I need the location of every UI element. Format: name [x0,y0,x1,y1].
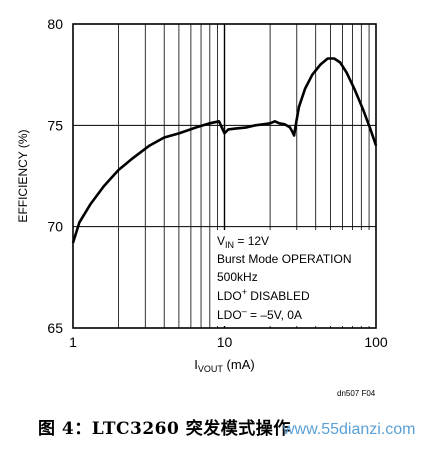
figure-id: dn507 F04 [337,389,376,398]
x-tick-label: 10 [217,334,233,350]
x-axis-label-sub: VOUT [198,364,224,374]
annotation-box-bg [213,230,375,326]
efficiency-curve [71,57,378,244]
figure-caption: 图 4：LTC3260 突发模式操作 [38,419,291,439]
y-tick-label: 70 [47,219,63,235]
x-axis-label: IVOUT (mA) [194,357,254,374]
annotation-ldo-minus: LDO– = –5V, 0A [217,306,302,322]
tick-labels: 1 10 100 65 70 75 80 [47,16,387,350]
x-tick-label: 100 [364,334,388,350]
y-tick-label: 75 [47,117,63,133]
y-axis-label: EFFICIENCY (%) [16,129,30,222]
annotation-frequency: 500kHz [217,270,258,284]
annotation-burst-mode: Burst Mode OPERATION [217,252,351,266]
annotation-block: VIN = 12V Burst Mode OPERATION 500kHz LD… [217,234,351,322]
watermark: www.55dianzi.com [283,421,416,438]
y-tick-label: 80 [47,16,63,32]
x-axis-label-unit: (mA) [223,357,255,372]
x-axis-label-main: I [194,357,198,372]
annotation-vin: VIN = 12V [217,234,269,250]
annotation-ldo-plus: LDO+ DISABLED [217,287,310,303]
x-tick-label: 1 [69,334,77,350]
y-tick-label: 65 [47,320,63,336]
plot-frame [72,23,377,329]
